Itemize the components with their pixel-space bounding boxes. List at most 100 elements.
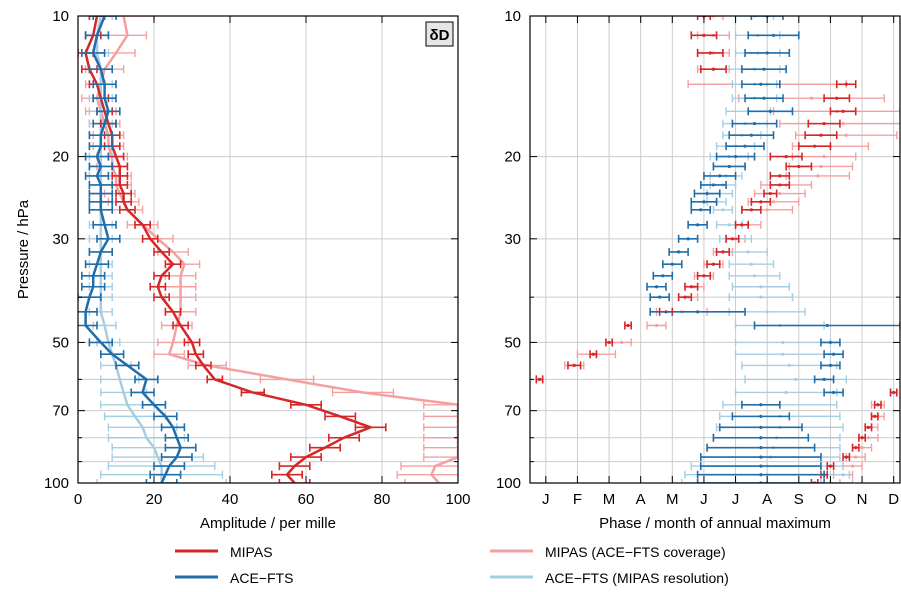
data-point	[765, 310, 769, 314]
data-point	[831, 352, 836, 356]
data-point	[784, 390, 788, 395]
data-point	[822, 122, 826, 126]
data-point	[677, 250, 681, 254]
x-tick-label: F	[573, 491, 582, 508]
data-point	[749, 262, 753, 266]
x-tick-label: J	[732, 491, 740, 508]
data-point	[727, 164, 731, 169]
x-tick-label: S	[794, 491, 804, 508]
data-point	[727, 223, 731, 227]
data-point	[841, 122, 845, 126]
data-point	[866, 436, 870, 440]
data-point	[705, 191, 709, 196]
x-tick-label: 80	[374, 491, 391, 508]
plot-area	[78, 16, 458, 483]
data-point	[759, 425, 763, 429]
axis-ticks: 10 20 30 50 70 100 0 20 40 60 80 100	[44, 8, 471, 508]
data-point	[661, 274, 665, 278]
data-point	[784, 154, 788, 159]
data-point	[850, 464, 855, 468]
x-tick-label: N	[857, 491, 868, 508]
data-point	[733, 154, 738, 159]
data-point	[696, 223, 700, 227]
x-tick-label: A	[762, 491, 772, 508]
y-tick-label: 50	[504, 334, 521, 351]
data-point	[819, 164, 823, 169]
x-tick-label: D	[888, 491, 899, 508]
data-point	[854, 446, 858, 450]
x-axis-label: Phase / month of annual maximum	[599, 515, 831, 532]
x-tick-label: 40	[222, 491, 239, 508]
data-point	[658, 295, 662, 299]
data-point	[797, 164, 801, 169]
data-point	[752, 274, 757, 278]
data-point	[819, 133, 823, 137]
phase-panel: 10 20 30 50 70 100 J F M A M J J A S O N D Phase / month o…	[496, 8, 901, 532]
data-point	[765, 51, 769, 55]
data-point	[743, 144, 747, 148]
data-point	[854, 455, 858, 459]
data-point	[828, 340, 833, 345]
data-point	[654, 285, 659, 289]
y-tick-label: 20	[504, 149, 521, 166]
grid	[530, 15, 900, 484]
data-point	[813, 144, 817, 148]
y-axis-label: Pressure / hPa	[15, 199, 32, 299]
data-point	[654, 323, 659, 328]
data-point	[620, 340, 624, 345]
series-line-ace-fts	[84, 16, 182, 483]
data-point	[702, 274, 706, 278]
data-point	[670, 262, 674, 266]
y-tick-label: 70	[504, 403, 521, 420]
y-tick-label: 10	[504, 8, 521, 25]
data-point	[841, 109, 845, 113]
x-tick-label: A	[636, 491, 646, 508]
x-tick-label: 60	[298, 491, 315, 508]
data-point	[860, 436, 864, 440]
panel-label-box	[425, 21, 454, 47]
data-point	[730, 237, 734, 241]
data-point	[699, 208, 703, 212]
data-point	[683, 295, 687, 299]
data-point	[781, 352, 785, 356]
legend-label-ace: ACE−FTS	[230, 570, 293, 586]
data-point	[711, 183, 716, 187]
data-point	[591, 352, 595, 356]
data-point	[572, 363, 576, 368]
data-point	[778, 183, 782, 187]
y-tick-label: 100	[496, 475, 521, 492]
series-line-mipas-ace-fts-coverage	[95, 16, 458, 483]
data-point	[835, 96, 839, 100]
data-point	[759, 414, 763, 418]
x-tick-label: M	[666, 491, 679, 508]
x-tick-label: 100	[445, 491, 470, 508]
data-point	[759, 473, 763, 477]
data-point	[749, 208, 753, 212]
data-point	[844, 133, 848, 137]
data-point	[844, 455, 848, 459]
data-point	[759, 446, 763, 450]
data-point	[822, 154, 826, 159]
data-point	[696, 310, 700, 314]
data-point	[708, 51, 712, 55]
y-tick-label: 10	[52, 8, 69, 25]
data-point	[740, 223, 744, 227]
x-tick-label: 20	[146, 491, 163, 508]
data-point	[866, 425, 870, 429]
y-tick-label: 30	[52, 231, 69, 248]
data-point	[711, 67, 716, 71]
data-point	[794, 377, 798, 381]
data-point	[689, 285, 693, 289]
y-tick-label: 50	[52, 334, 69, 351]
data-point	[825, 323, 829, 328]
data-point	[781, 340, 785, 345]
data-point	[711, 262, 716, 266]
y-tick-label: 30	[504, 231, 521, 248]
data-point	[721, 208, 725, 212]
y-tick-label: 70	[52, 403, 69, 420]
data-point	[759, 455, 763, 459]
data-point	[828, 464, 833, 468]
data-point	[746, 250, 750, 254]
data-point	[626, 323, 630, 328]
